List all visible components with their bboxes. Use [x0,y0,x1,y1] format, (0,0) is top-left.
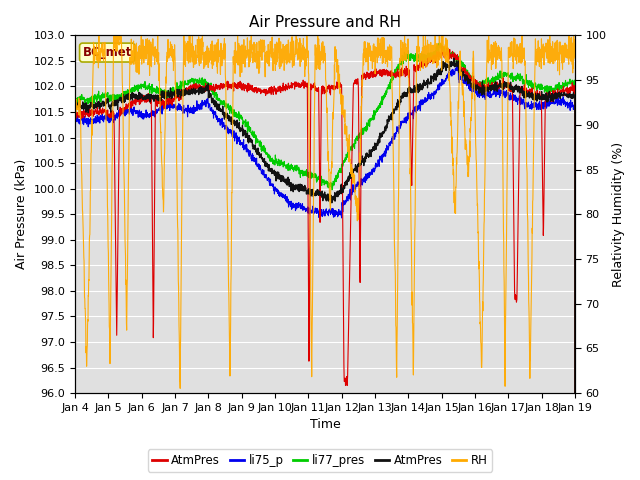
X-axis label: Time: Time [310,419,340,432]
Y-axis label: Air Pressure (kPa): Air Pressure (kPa) [15,159,28,269]
Text: BC_met: BC_met [83,46,132,59]
Legend: AtmPres, li75_p, li77_pres, AtmPres, RH: AtmPres, li75_p, li77_pres, AtmPres, RH [148,449,492,472]
Y-axis label: Relativity Humidity (%): Relativity Humidity (%) [612,142,625,287]
Title: Air Pressure and RH: Air Pressure and RH [249,15,401,30]
